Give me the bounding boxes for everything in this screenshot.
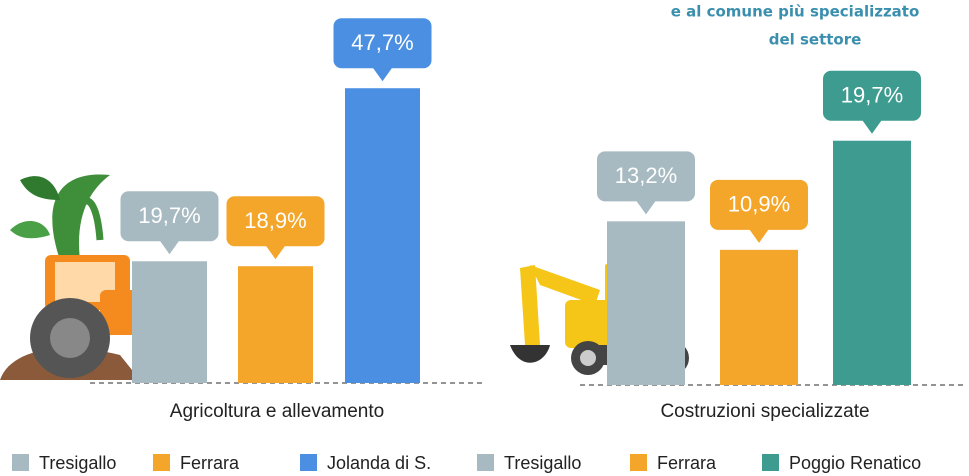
- value-label: 13,2%: [615, 163, 677, 188]
- value-label: 47,7%: [351, 30, 413, 55]
- legend-swatch: [300, 454, 317, 471]
- header-line: del settore: [769, 31, 862, 49]
- category-label: Agricoltura e allevamento: [170, 401, 384, 422]
- value-label: 19,7%: [841, 83, 903, 108]
- bar: [238, 266, 313, 383]
- legend-swatch: [762, 454, 779, 471]
- bar: [833, 141, 911, 385]
- value-label: 10,9%: [728, 192, 790, 217]
- value-label: 19,7%: [138, 203, 200, 228]
- bubble-pointer: [266, 245, 286, 259]
- legend-label: Tresigallo: [39, 453, 116, 473]
- legend-label: Ferrara: [657, 453, 717, 473]
- value-label: 18,9%: [244, 208, 306, 233]
- bubble-pointer: [373, 67, 393, 81]
- legend-swatch: [12, 454, 29, 471]
- bar: [345, 88, 420, 383]
- bar: [720, 250, 798, 385]
- legend-swatch: [630, 454, 647, 471]
- chart: e al comune più specializzato del settor…: [0, 0, 969, 476]
- bubble-pointer: [862, 120, 882, 134]
- bubble-pointer: [749, 229, 769, 243]
- bubble-pointer: [636, 200, 656, 214]
- legend-swatch: [477, 454, 494, 471]
- legend-swatch: [153, 454, 170, 471]
- legend-label: Jolanda di S.: [327, 453, 431, 473]
- header-line: e al comune più specializzato: [671, 3, 920, 21]
- legend-label: Ferrara: [180, 453, 240, 473]
- legend-label: Tresigallo: [504, 453, 581, 473]
- category-label: Costruzioni specializzate: [660, 401, 869, 422]
- bar: [132, 261, 207, 383]
- bar: [607, 221, 685, 385]
- legend-label: Poggio Renatico: [789, 453, 921, 473]
- bubble-pointer: [160, 240, 180, 254]
